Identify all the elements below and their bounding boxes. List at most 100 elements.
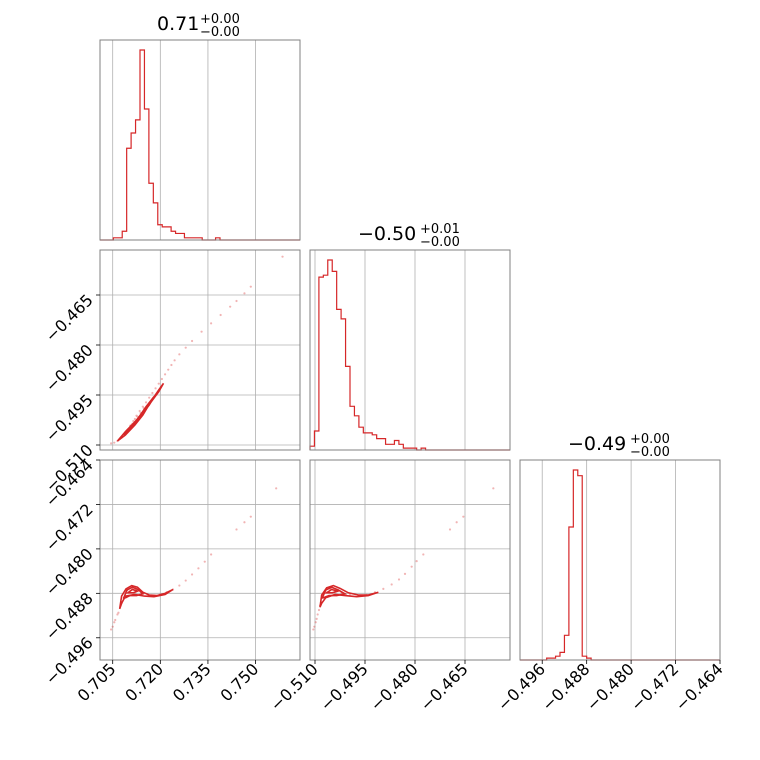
panel-frame [99, 459, 301, 661]
title-param-3: −0.49 [568, 433, 626, 455]
sample-points [312, 487, 495, 631]
hist-panel-param-3 [519, 459, 721, 661]
sample-point [111, 625, 114, 628]
panel-frame [99, 39, 301, 241]
sample-point [163, 373, 167, 376]
tick-label-x: −0.480 [583, 659, 638, 714]
sample-point [144, 401, 148, 404]
sample-point [200, 330, 203, 333]
tick-label-x: 0.705 [74, 659, 120, 705]
sample-point [455, 521, 458, 524]
sample-point [167, 368, 170, 371]
sample-point [184, 579, 187, 582]
title-param-3-minus: −0.00 [630, 445, 670, 460]
title-param-2-plus: +0.01 [420, 222, 460, 237]
sample-point [390, 583, 393, 586]
sample-point [133, 417, 137, 421]
tick-label-y: −0.488 [42, 589, 97, 644]
sample-point [219, 313, 222, 317]
sample-point [148, 396, 151, 399]
density-contour [324, 588, 341, 594]
sample-point [312, 628, 315, 631]
panel-frame [309, 459, 511, 661]
tick-label-x: −0.464 [672, 659, 727, 714]
sample-point [110, 628, 113, 631]
sample-point [114, 618, 117, 622]
tick-label-x: 0.735 [169, 659, 215, 705]
histogram-param-3 [520, 469, 720, 661]
scatter-panel-param-1-vs-param-3 [99, 459, 301, 661]
sample-point [249, 285, 252, 288]
tick-label-x: −0.510 [267, 659, 322, 714]
density-contour [132, 406, 148, 426]
panel-frame [309, 249, 511, 451]
axis-tick-labels: 0.705 0.720 0.735 0.750 −0.510−0.495−0.480−0… [42, 290, 727, 714]
gridlines [100, 250, 300, 450]
gridlines [112, 40, 256, 240]
sample-point [316, 613, 319, 616]
sample-point [313, 625, 316, 628]
sample-point [422, 553, 425, 556]
sample-point [249, 515, 252, 518]
hist-panel-param-2 [309, 249, 511, 451]
title-param-1-plus: +0.00 [200, 12, 240, 27]
panel-frame [519, 459, 721, 661]
sample-point [154, 387, 157, 390]
sample-point [403, 572, 407, 575]
scatter-panel-param-1-vs-param-2 [99, 249, 301, 451]
tick-label-x: −0.472 [627, 659, 682, 714]
tick-label-x: 0.750 [217, 659, 263, 705]
sample-point [210, 553, 213, 556]
sample-point [173, 359, 176, 362]
histogram-param-1 [100, 49, 300, 241]
sample-point [116, 613, 119, 616]
density-contours [319, 584, 379, 608]
hist-panel-param-1 [99, 39, 301, 241]
sample-point [178, 353, 181, 356]
density-contours [116, 382, 165, 442]
sample-point [317, 608, 321, 612]
sample-point [243, 521, 246, 524]
sample-points [110, 255, 284, 445]
sample-point [210, 322, 213, 325]
sample-point [160, 377, 164, 381]
sample-point [157, 382, 160, 385]
sample-point [190, 573, 194, 576]
sample-point [132, 419, 135, 423]
tick-label-y: −0.480 [42, 544, 97, 599]
sample-point [113, 621, 116, 624]
panel-frame [99, 249, 301, 451]
sample-point [190, 339, 194, 343]
sample-point [235, 528, 238, 531]
tick-label-y: −0.495 [42, 390, 97, 445]
sample-point [135, 414, 138, 417]
sample-points [110, 487, 278, 631]
title-param-2: −0.50 [358, 223, 416, 245]
gridlines [100, 459, 300, 660]
tick-label-x: −0.496 [494, 659, 549, 714]
sample-point [203, 560, 206, 563]
tick-label-x: −0.495 [317, 659, 372, 714]
tick-label-x: −0.480 [367, 659, 422, 714]
sample-point [235, 299, 238, 303]
sample-point [397, 578, 401, 581]
title-param-1-minus: −0.00 [200, 25, 240, 40]
sample-point [243, 292, 246, 295]
title-param-1: 0.71 [157, 13, 199, 35]
tick-label-y: −0.465 [42, 290, 97, 345]
tick-label-x: 0.720 [121, 659, 167, 705]
density-contours [118, 584, 174, 610]
gridlines [314, 250, 466, 450]
sample-point [113, 441, 116, 444]
sample-point [178, 584, 181, 587]
sample-point [275, 487, 278, 490]
histogram-param-2 [309, 259, 510, 451]
sample-point [184, 346, 187, 349]
sample-point [492, 487, 495, 490]
tick-label-y: −0.480 [42, 340, 97, 395]
tick-label-x: −0.488 [538, 659, 593, 714]
sample-point [314, 621, 317, 624]
sample-point [141, 405, 144, 408]
gridlines [310, 459, 510, 660]
